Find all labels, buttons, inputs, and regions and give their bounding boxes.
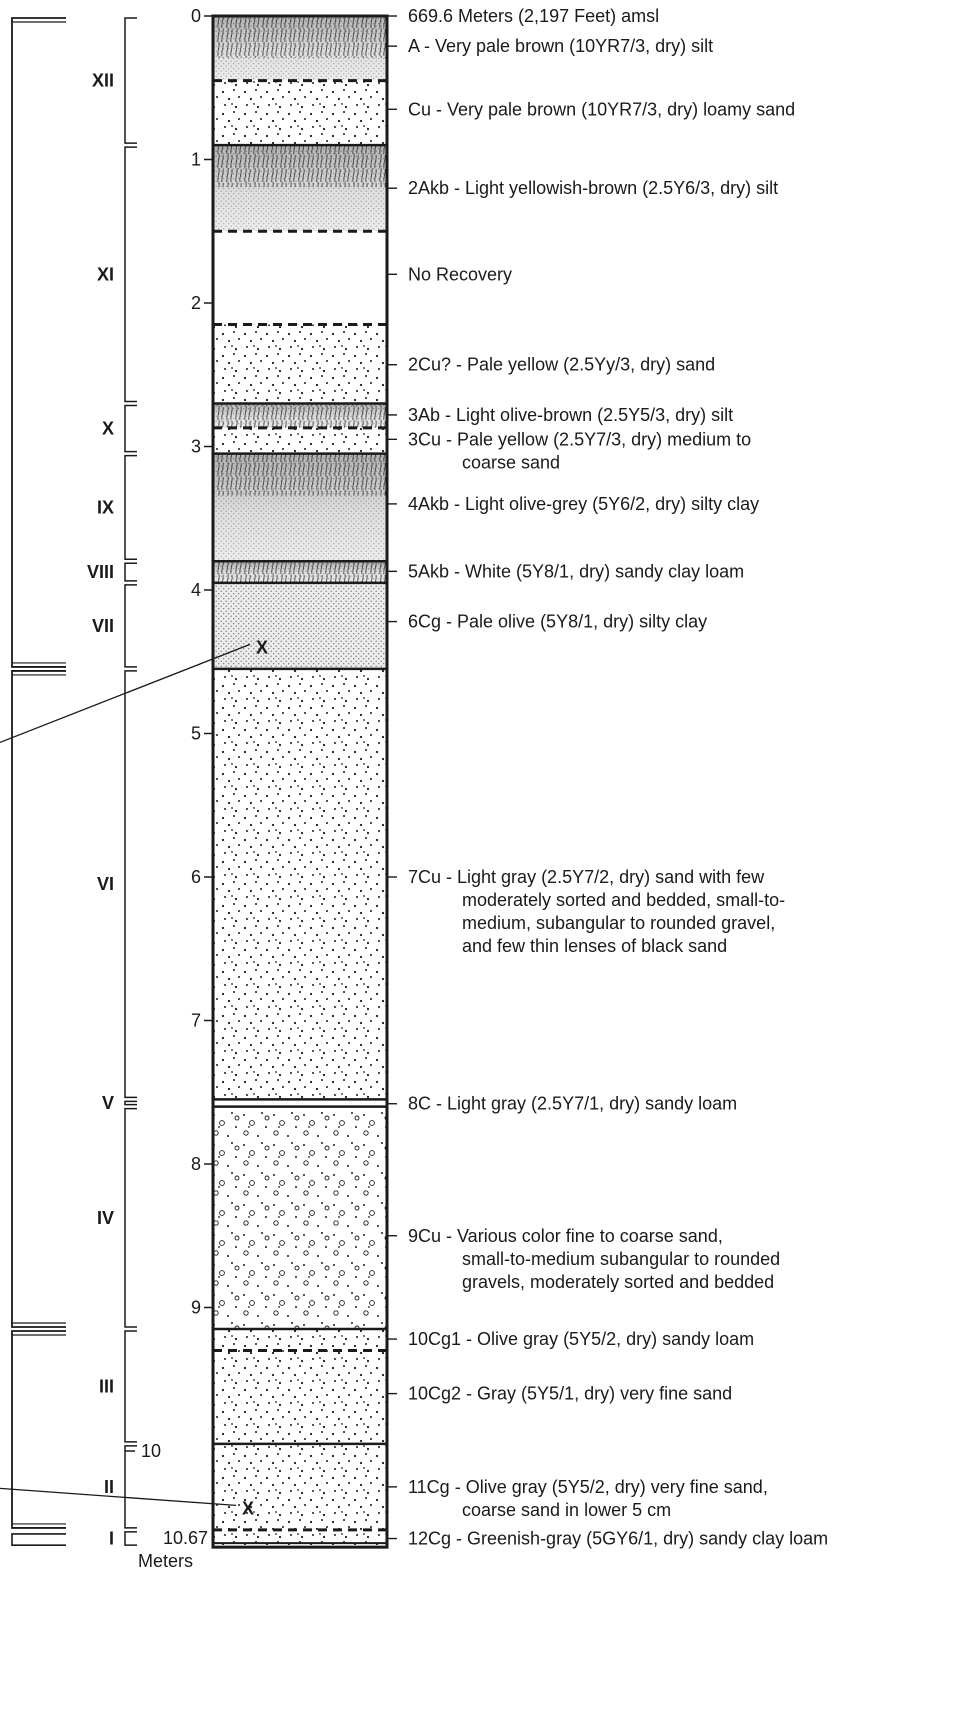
unit-label: VII [92,616,114,636]
layer-description-line: moderately sorted and bedded, small-to- [462,890,785,910]
major-groups [11,17,66,1546]
layer-roots [213,145,387,188]
unit-label: V [102,1093,114,1113]
group-bracket [11,670,66,1328]
depth-tick-label: 7 [191,1011,201,1031]
depth-tick-label: 1 [191,150,201,170]
unit-label: IX [97,497,114,517]
layer-texture [213,427,387,454]
unit-bracket [124,404,137,453]
layer-description-line: 11Cg - Olive gray (5Y5/2, dry) very fine… [408,1477,768,1497]
bottom-depth-label: 10.67 [163,1528,208,1548]
layer-texture [213,1350,387,1444]
depth-unit-label: Meters [138,1551,193,1571]
layer-description-line: 10Cg2 - Gray (5Y5/1, dry) very fine sand [408,1384,732,1404]
layer-description-line: 4Akb - Light olive-grey (5Y6/2, dry) sil… [408,494,759,514]
unit-bracket [124,562,137,582]
unit-bracket [124,1445,137,1529]
layer-description-line: Cu - Very pale brown (10YR7/3, dry) loam… [408,99,795,119]
unit-label: IV [97,1208,114,1228]
depth-tick-label: 6 [191,867,201,887]
layer-description-line: gravels, moderately sorted and bedded [462,1272,774,1292]
depth-tick-label: 8 [191,1154,201,1174]
layer-description-line: 3Ab - Light olive-brown (2.5Y5/3, dry) s… [408,405,733,425]
layer-description-line: 9Cu - Various color fine to coarse sand, [408,1226,723,1246]
unit-bracket [124,17,137,144]
unit-label: III [99,1376,114,1396]
unit-bracket [124,146,137,403]
sample-mark: X [256,637,268,657]
layer-description-line: 10Cg1 - Olive gray (5Y5/2, dry) sandy lo… [408,1329,754,1349]
layer-description-line: 8C - Light gray (2.5Y7/1, dry) sandy loa… [408,1094,737,1114]
unit-bracket [124,1330,137,1443]
unit-bracket [124,1100,137,1106]
unit-bracket [124,454,137,561]
layer-description-line: 669.6 Meters (2,197 Feet) amsl [408,6,659,26]
layer-texture [213,1106,387,1330]
layer-texture [213,1329,387,1351]
layer-roots [213,561,387,583]
layer-boundaries [213,79,387,1545]
unit-label: XI [97,264,114,284]
layer-description-line: 3Cu - Pale yellow (2.5Y7/3, dry) medium … [408,429,751,449]
layer-description-line: and few thin lenses of black sand [462,936,727,956]
unit-bracket [124,670,137,1099]
layer-description-line: 5Akb - White (5Y8/1, dry) sandy clay loa… [408,561,744,581]
layer-description-line: 12Cg - Greenish-gray (5GY6/1, dry) sandy… [408,1529,828,1549]
unit-bracket [124,1107,137,1328]
unit-label: II [104,1477,114,1497]
unit-label: XII [92,71,114,91]
layer-description-line: 2Akb - Light yellowish-brown (2.5Y6/3, d… [408,178,778,198]
depth-tick-label: 4 [191,580,201,600]
group-bracket [11,1533,66,1546]
layer-texture [213,668,387,1100]
layer-description-line: No Recovery [408,264,512,284]
layer-description-line: 2Cu? - Pale yellow (2.5Yy/3, dry) sand [408,355,715,375]
layer-description-line: coarse sand [462,452,560,472]
unit-bracket [124,1531,137,1546]
depth-tick-label: 3 [191,437,201,457]
layer-fill [213,231,387,325]
layer-descriptions: 669.6 Meters (2,197 Feet) amsl A - Very p… [387,6,828,1549]
sample-marks: XX [0,637,268,1518]
sample-leader-line [0,643,251,744]
group-bracket [11,1330,66,1529]
layer-description-line: 6Cg - Pale olive (5Y8/1, dry) silty clay [408,612,707,632]
layer-texture [213,324,387,404]
group-bracket [11,17,66,668]
layer-texture [213,1443,387,1530]
layer-texture [213,1529,387,1548]
layer-fill [213,582,387,669]
unit-bracket [124,584,137,668]
sample-mark: X [242,1498,254,1518]
unit-label: I [109,1529,114,1549]
depth-tick-label: 2 [191,293,201,313]
layer-roots [213,453,387,496]
unit-label: X [102,419,114,439]
unit-label: VIII [87,562,114,582]
layer-fill [213,1099,387,1107]
layer-description-line: 7Cu - Light gray (2.5Y7/2, dry) sand wit… [408,867,765,887]
column-frame [211,14,389,1549]
layer-description-line: medium, subangular to rounded gravel, [462,913,775,933]
layer-description-line: small-to-medium subangular to rounded [462,1249,780,1269]
depth-tick-label: 10 [141,1441,161,1461]
depth-tick-label: 9 [191,1298,201,1318]
layer-description-line: A - Very pale brown (10YR7/3, dry) silt [408,36,713,56]
depth-tick-label: 0 [191,6,201,26]
layer-description-line: coarse sand in lower 5 cm [462,1500,671,1520]
depth-axis: 0 1 2 3 4 5 6 7 8 9 10 10.67 Meters [125,6,213,1571]
layer-texture [213,80,387,146]
depth-tick-label: 5 [191,724,201,744]
unit-label: VI [97,874,114,894]
layer-roots [213,403,387,428]
sample-leader-line [0,1487,237,1507]
layers-group [213,16,387,1548]
layer-roots [213,16,387,58]
